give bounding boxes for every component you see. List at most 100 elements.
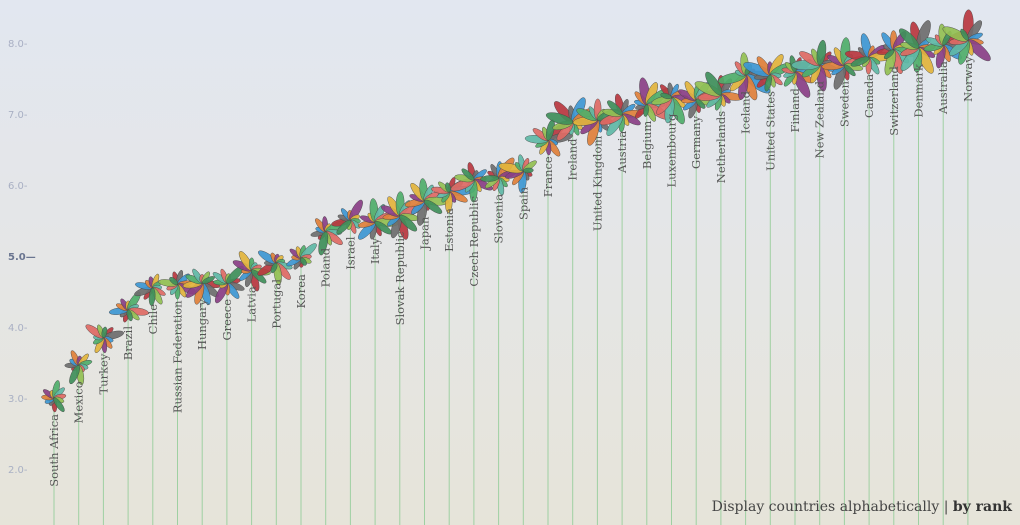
y-tick-label: 8.0- <box>8 39 28 50</box>
labels: South Africa Mexico Turkey Brazil Chile Russi… <box>47 56 975 487</box>
petal <box>523 167 534 174</box>
country-flower[interactable] <box>404 178 449 226</box>
country-label[interactable]: New Zealand <box>813 80 827 158</box>
country-label[interactable]: Netherlands <box>714 111 728 184</box>
country-flower[interactable] <box>693 70 743 111</box>
y-tick-label: 5.0— <box>8 252 36 263</box>
petal <box>399 214 418 232</box>
petal <box>960 28 969 41</box>
country-flower[interactable] <box>41 380 67 414</box>
petal <box>545 112 573 125</box>
country-label[interactable]: United States <box>763 91 777 171</box>
sort-by-rank-link[interactable]: by rank <box>952 499 1012 515</box>
country-flower[interactable] <box>211 264 245 305</box>
country-label[interactable]: Hungary <box>195 298 209 350</box>
country-label[interactable]: Czech Republic <box>467 196 481 287</box>
petal <box>445 182 451 193</box>
petal <box>843 64 856 77</box>
y-tick-label: 4.0- <box>8 323 28 334</box>
country-label[interactable]: Chile <box>146 304 160 335</box>
country-flower[interactable] <box>182 268 222 306</box>
country-label[interactable]: Latvia <box>245 286 259 322</box>
y-tick-label: 6.0- <box>8 181 28 192</box>
country-label[interactable]: Estonia <box>442 208 456 252</box>
petal <box>643 104 649 117</box>
flowers <box>41 9 994 414</box>
petal <box>850 56 870 67</box>
country-flower[interactable] <box>449 162 494 203</box>
petal <box>126 309 133 322</box>
country-label[interactable]: Austria <box>615 131 629 174</box>
country-label[interactable]: Greece <box>220 299 234 341</box>
petal <box>883 49 895 60</box>
country-flower[interactable] <box>108 290 149 323</box>
petal <box>695 99 706 109</box>
petal <box>816 39 827 66</box>
country-flower[interactable] <box>498 154 538 194</box>
petal <box>101 326 108 338</box>
petal <box>461 168 475 181</box>
country-label[interactable]: Korea <box>294 274 308 309</box>
petal <box>53 397 65 413</box>
country-flower[interactable] <box>897 19 937 76</box>
petal <box>318 231 329 256</box>
country-label[interactable]: Spain <box>516 186 530 220</box>
country-label[interactable]: Luxembourg <box>665 113 679 187</box>
country-label[interactable]: Portugal <box>269 279 283 329</box>
country-label[interactable]: Poland <box>319 247 333 287</box>
country-label[interactable]: Israel <box>343 236 357 270</box>
petal <box>705 71 723 96</box>
country-label[interactable]: Russian Federation <box>171 300 185 413</box>
country-label[interactable]: Canada <box>862 74 876 118</box>
country-flower[interactable] <box>941 9 994 66</box>
petal <box>336 219 351 235</box>
petal <box>169 276 179 286</box>
country-label[interactable]: Slovenia <box>492 194 506 244</box>
y-tick-label: 7.0- <box>8 110 28 121</box>
country-label[interactable]: Italy <box>368 237 382 264</box>
country-label[interactable]: Australia <box>936 61 950 115</box>
petal <box>148 287 156 306</box>
country-label[interactable]: Brazil <box>121 326 135 361</box>
country-label[interactable]: Mexico <box>72 381 86 423</box>
country-label[interactable]: Switzerland <box>887 65 901 135</box>
country-label[interactable]: Norway <box>961 56 975 102</box>
petal <box>480 175 499 182</box>
country-flower[interactable] <box>256 248 293 285</box>
country-label[interactable]: Slovak Republic <box>393 232 407 326</box>
separator: | <box>939 499 953 515</box>
petal <box>660 92 672 100</box>
country-flower[interactable] <box>64 349 93 386</box>
country-flower[interactable] <box>651 82 689 125</box>
country-label[interactable]: Finland <box>788 87 802 132</box>
country-label[interactable]: Japan <box>418 216 432 251</box>
country-label[interactable]: Turkey <box>96 353 110 394</box>
country-label[interactable]: Belgium <box>640 121 654 169</box>
country-label[interactable]: United Kingdom <box>590 136 604 232</box>
y-tick-label: 3.0- <box>8 394 28 405</box>
country-label[interactable]: Denmark <box>912 63 926 118</box>
stems <box>53 40 969 525</box>
country-flower[interactable] <box>821 37 865 91</box>
country-label[interactable]: Sweden <box>837 80 851 127</box>
petal <box>270 262 278 274</box>
petal <box>424 199 443 214</box>
country-label[interactable]: France <box>541 156 555 197</box>
country-label[interactable]: Iceland <box>739 90 753 134</box>
y-tick-label: 2.0- <box>8 465 28 476</box>
country-flower[interactable] <box>84 322 125 354</box>
country-flower[interactable] <box>133 273 166 306</box>
country-label[interactable]: Germany <box>689 115 703 169</box>
petal <box>69 365 80 385</box>
country-flower[interactable] <box>331 198 365 236</box>
sort-controls: Display countries alphabetically | by ra… <box>712 499 1012 515</box>
country-flower[interactable] <box>285 241 318 270</box>
sort-alphabetically-link[interactable]: Display countries alphabetically <box>711 499 940 515</box>
petal <box>300 257 307 266</box>
country-label[interactable]: South Africa <box>47 414 61 487</box>
country-label[interactable]: Ireland <box>566 138 580 181</box>
country-flower[interactable] <box>598 93 643 138</box>
petal <box>607 100 623 116</box>
country-flower[interactable] <box>380 191 425 240</box>
